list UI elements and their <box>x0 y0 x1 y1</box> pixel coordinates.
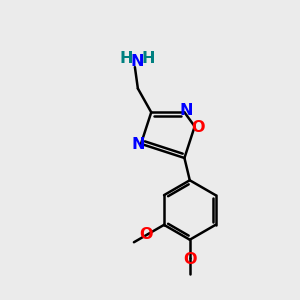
Text: O: O <box>184 252 197 267</box>
Text: N: N <box>179 103 193 118</box>
Text: H: H <box>141 51 155 66</box>
Text: N: N <box>130 54 144 69</box>
Text: O: O <box>139 226 152 242</box>
Text: N: N <box>132 137 146 152</box>
Text: H: H <box>120 51 133 66</box>
Text: O: O <box>191 119 205 134</box>
